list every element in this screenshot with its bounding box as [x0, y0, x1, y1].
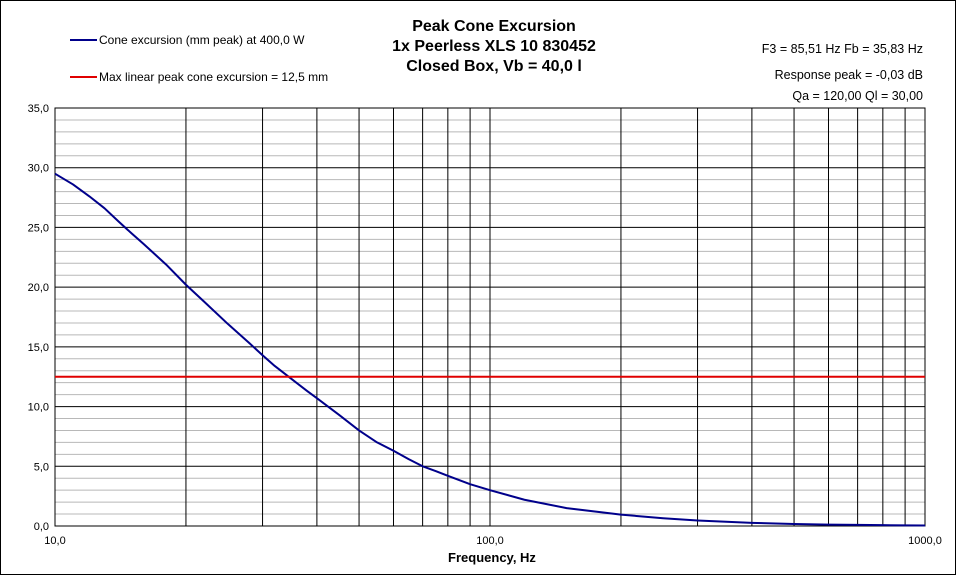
- y-tick-label: 0,0: [34, 521, 49, 533]
- y-tick-label: 35,0: [28, 103, 49, 115]
- y-tick-label: 10,0: [28, 402, 49, 414]
- y-tick-label: 15,0: [28, 342, 49, 354]
- legend: Cone excursion (mm peak) at 400,0 W Max …: [70, 33, 328, 84]
- excursion-curve: [54, 172, 926, 527]
- y-tick-label: 5,0: [34, 461, 49, 473]
- y-tick-label: 20,0: [28, 282, 49, 294]
- title-line-3: Closed Box, Vb = 40,0 l: [406, 58, 582, 75]
- title-line-1: Peak Cone Excursion: [412, 18, 576, 35]
- info-qa-ql: Qa = 120,00 Ql = 30,00: [792, 89, 923, 103]
- y-tick-label: 25,0: [28, 222, 49, 234]
- plot-area-border: [54, 107, 926, 527]
- legend-label-max-linear: Max linear peak cone excursion = 12,5 mm: [99, 70, 328, 84]
- title-line-2: 1x Peerless XLS 10 830452: [392, 38, 596, 55]
- info-f3-fb: F3 = 85,51 Hz Fb = 35,83 Hz: [762, 42, 923, 56]
- series-layer: [54, 172, 926, 527]
- info-response-peak: Response peak = -0,03 dB: [775, 68, 923, 82]
- x-tick-label: 1000,0: [908, 535, 942, 547]
- tick-labels: 0,0 5,0 10,0 15,0 20,0 25,0 30,0 35,0 10,0 100,0 1…: [28, 103, 942, 547]
- x-axis-label: Frequency, Hz: [448, 550, 536, 565]
- y-tick-label: 30,0: [28, 163, 49, 175]
- x-tick-label: 100,0: [476, 535, 504, 547]
- info-block: F3 = 85,51 Hz Fb = 35,83 Hz Response pea…: [762, 42, 923, 103]
- legend-label-excursion: Cone excursion (mm peak) at 400,0 W: [99, 33, 305, 47]
- chart-grid: [55, 108, 925, 526]
- x-tick-label: 10,0: [44, 535, 65, 547]
- chart-title: Peak Cone Excursion 1x Peerless XLS 10 8…: [392, 18, 596, 75]
